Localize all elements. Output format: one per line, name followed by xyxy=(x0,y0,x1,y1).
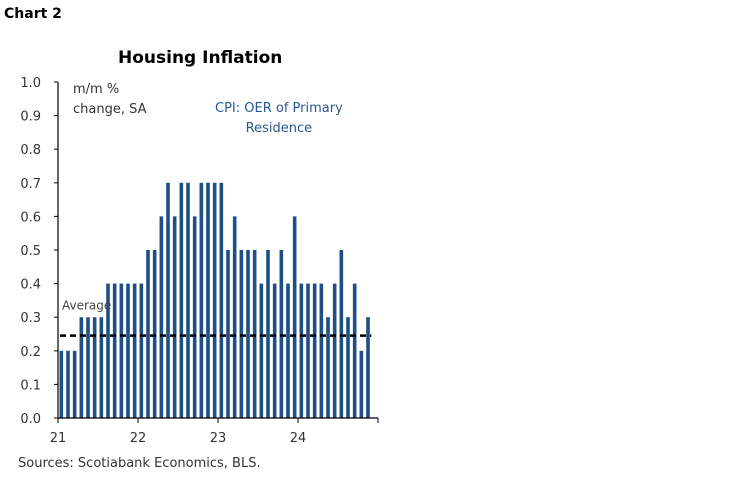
bar xyxy=(279,250,284,418)
bar xyxy=(346,317,350,418)
bar xyxy=(126,283,130,418)
y-axis-label: m/m % change, SA xyxy=(73,82,147,117)
bar xyxy=(252,250,257,418)
bar xyxy=(159,216,164,418)
bar xyxy=(86,317,90,418)
bar xyxy=(246,250,250,418)
bar xyxy=(239,250,244,418)
bar xyxy=(339,250,344,418)
y-tick-label: 1.0 xyxy=(20,76,41,91)
bar xyxy=(206,182,210,418)
y-tick-label: 0.5 xyxy=(20,244,41,259)
bar xyxy=(212,182,217,418)
bar xyxy=(332,283,337,418)
bar xyxy=(192,216,197,418)
x-tick-label: 22 xyxy=(130,431,147,446)
y-tick-label: 0.0 xyxy=(20,412,41,427)
bar xyxy=(319,283,324,418)
x-tick-label: 21 xyxy=(50,431,67,446)
bar xyxy=(112,283,117,418)
bar xyxy=(312,283,317,418)
x-tick-label: 23 xyxy=(210,431,227,446)
bar xyxy=(166,182,170,418)
series-label: CPI: OER of Primary Residence xyxy=(215,101,343,136)
bar xyxy=(92,317,97,418)
bar xyxy=(72,350,77,418)
bar xyxy=(226,250,230,418)
bar xyxy=(259,283,264,418)
bar xyxy=(219,182,224,418)
bar xyxy=(292,216,297,418)
y-tick-label: 0.3 xyxy=(20,311,41,326)
bar xyxy=(359,350,364,418)
bar xyxy=(79,317,84,418)
average-label: Average xyxy=(62,299,111,313)
source-note: Sources: Scotiabank Economics, BLS. xyxy=(18,456,261,471)
x-tick-label: 24 xyxy=(290,431,307,446)
bar xyxy=(152,250,157,418)
bar xyxy=(232,216,237,418)
y-tick-label: 0.8 xyxy=(20,143,41,158)
bar xyxy=(326,317,330,418)
bar xyxy=(179,182,184,418)
bar xyxy=(139,283,144,418)
bar xyxy=(286,283,290,418)
bar xyxy=(306,283,310,418)
y-tick-label: 0.6 xyxy=(20,210,41,225)
bar xyxy=(366,317,370,418)
bar xyxy=(66,350,70,418)
bar xyxy=(132,283,137,418)
bar xyxy=(199,182,204,418)
y-tick-label: 0.4 xyxy=(20,278,41,293)
bar xyxy=(186,182,190,418)
y-tick-label: 0.7 xyxy=(20,177,41,192)
y-tick-label: 0.1 xyxy=(20,378,41,393)
chart-title: Housing Inflation xyxy=(118,48,283,68)
y-tick-label: 0.9 xyxy=(20,110,41,125)
bar xyxy=(299,283,304,418)
bar xyxy=(59,350,64,418)
bar xyxy=(106,283,110,418)
y-tick-label: 0.2 xyxy=(20,345,41,360)
bar xyxy=(146,250,150,418)
bar xyxy=(119,283,124,418)
bar xyxy=(99,317,104,418)
bar xyxy=(352,283,357,418)
bar xyxy=(172,216,177,418)
bar xyxy=(266,250,270,418)
chart-label: Chart 2 xyxy=(4,6,62,22)
bar xyxy=(272,283,277,418)
